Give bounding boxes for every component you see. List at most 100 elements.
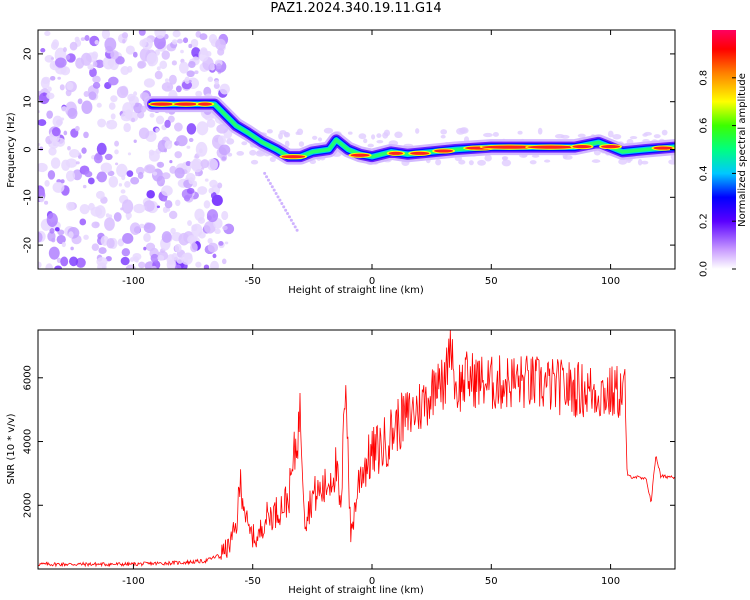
noise-speckle <box>92 82 101 89</box>
noise-speckle <box>174 243 182 253</box>
noise-speckle <box>209 179 218 188</box>
noise-speckle <box>154 30 166 39</box>
noise-speckle <box>215 38 226 51</box>
colorbar-tick-label: 0.4 <box>699 165 710 181</box>
noise-speckle <box>186 123 197 135</box>
noise-speckle <box>129 222 141 235</box>
noise-speckle <box>93 153 103 164</box>
noise-speckle <box>52 39 60 49</box>
noise-speckle <box>140 105 147 113</box>
noise-speckle <box>123 122 131 133</box>
noise-speckle <box>642 133 648 137</box>
noise-speckle <box>89 67 97 78</box>
noise-speckle <box>269 156 276 162</box>
noise-speckle <box>120 66 130 76</box>
noise-speckle <box>40 48 46 53</box>
noise-speckle <box>191 47 201 58</box>
noise-speckle <box>135 102 139 108</box>
noise-speckle <box>91 221 100 229</box>
noise-speckle <box>195 141 208 157</box>
noise-speckle <box>104 153 113 161</box>
spectrogram-y-label: Frequency (Hz) <box>6 112 17 188</box>
noise-speckle <box>170 227 176 235</box>
noise-speckle <box>255 150 266 157</box>
snr-y-ticks: 2000 4000 6000 <box>23 365 675 518</box>
noise-speckle <box>82 184 87 189</box>
noise-speckle <box>190 242 198 253</box>
noise-speckle <box>83 234 89 240</box>
y-tick-label: 0 <box>23 146 34 152</box>
x-tick-label: -50 <box>245 276 261 287</box>
noise-speckle <box>250 159 259 165</box>
y-tick-label: 2000 <box>23 493 34 518</box>
snr-panel: -100 -50 0 50 100 2000 4000 6000 Height of str… <box>6 329 676 596</box>
noise-speckle <box>175 85 182 93</box>
noise-speckle <box>216 124 229 134</box>
x-tick-label: 0 <box>369 276 375 287</box>
x-tick-label: 100 <box>601 276 620 287</box>
noise-speckle <box>169 160 173 164</box>
noise-speckle <box>133 91 138 97</box>
noise-speckle <box>629 136 638 140</box>
noise-speckle <box>317 137 323 142</box>
noise-streak <box>268 181 272 185</box>
noise-speckle <box>159 60 168 70</box>
noise-speckle <box>150 253 159 263</box>
noise-speckle <box>440 129 448 135</box>
noise-speckle <box>195 90 203 98</box>
noise-speckle <box>226 138 235 145</box>
noise-speckle <box>415 128 420 134</box>
noise-speckle <box>69 256 79 267</box>
snr-series <box>38 330 675 568</box>
noise-speckle <box>54 227 60 232</box>
noise-speckle <box>155 127 160 133</box>
noise-speckle <box>127 93 136 102</box>
noise-speckle <box>66 201 75 211</box>
spectrogram-x-label: Height of straight line (km) <box>288 285 424 296</box>
noise-speckle <box>529 160 537 165</box>
noise-speckle <box>65 170 76 182</box>
ridge-hot-red <box>434 149 454 153</box>
noise-speckle <box>537 127 543 135</box>
noise-speckle <box>477 159 486 166</box>
noise-speckle <box>139 39 147 47</box>
noise-speckle <box>641 160 649 165</box>
noise-streak <box>272 188 276 192</box>
noise-speckle <box>46 212 58 228</box>
noise-speckle <box>46 92 55 100</box>
noise-speckle <box>115 162 119 166</box>
noise-speckle <box>60 179 65 184</box>
noise-speckle <box>132 51 138 58</box>
noise-speckle <box>200 159 210 169</box>
noise-speckle <box>101 30 111 40</box>
noise-speckle <box>80 52 92 66</box>
noise-speckle <box>144 164 156 174</box>
noise-speckle <box>174 167 185 179</box>
noise-speckle <box>162 206 169 214</box>
noise-speckle <box>81 100 93 115</box>
noise-speckle <box>195 173 199 177</box>
noise-speckle <box>54 265 63 269</box>
x-tick-label: -100 <box>122 576 145 587</box>
noise-speckle <box>531 154 540 158</box>
noise-speckle <box>121 174 126 181</box>
noise-speckle <box>84 35 90 42</box>
noise-speckle <box>363 138 368 144</box>
ridge-hot-red <box>410 151 430 155</box>
noise-speckle <box>295 131 300 135</box>
noise-speckle <box>114 149 119 155</box>
noise-speckle <box>49 228 55 234</box>
noise-speckle <box>219 83 230 95</box>
noise-speckle <box>143 233 151 243</box>
noise-speckle <box>187 220 192 226</box>
noise-speckle <box>186 70 195 78</box>
noise-speckle <box>95 59 105 69</box>
noise-speckle <box>206 158 219 171</box>
noise-speckle <box>249 149 257 156</box>
noise-speckle <box>283 132 291 138</box>
noise-speckle <box>204 220 216 234</box>
noise-streak <box>263 171 267 175</box>
ridge-hot-red <box>173 102 198 106</box>
noise-speckle <box>164 200 173 209</box>
noise-speckle <box>176 38 183 44</box>
